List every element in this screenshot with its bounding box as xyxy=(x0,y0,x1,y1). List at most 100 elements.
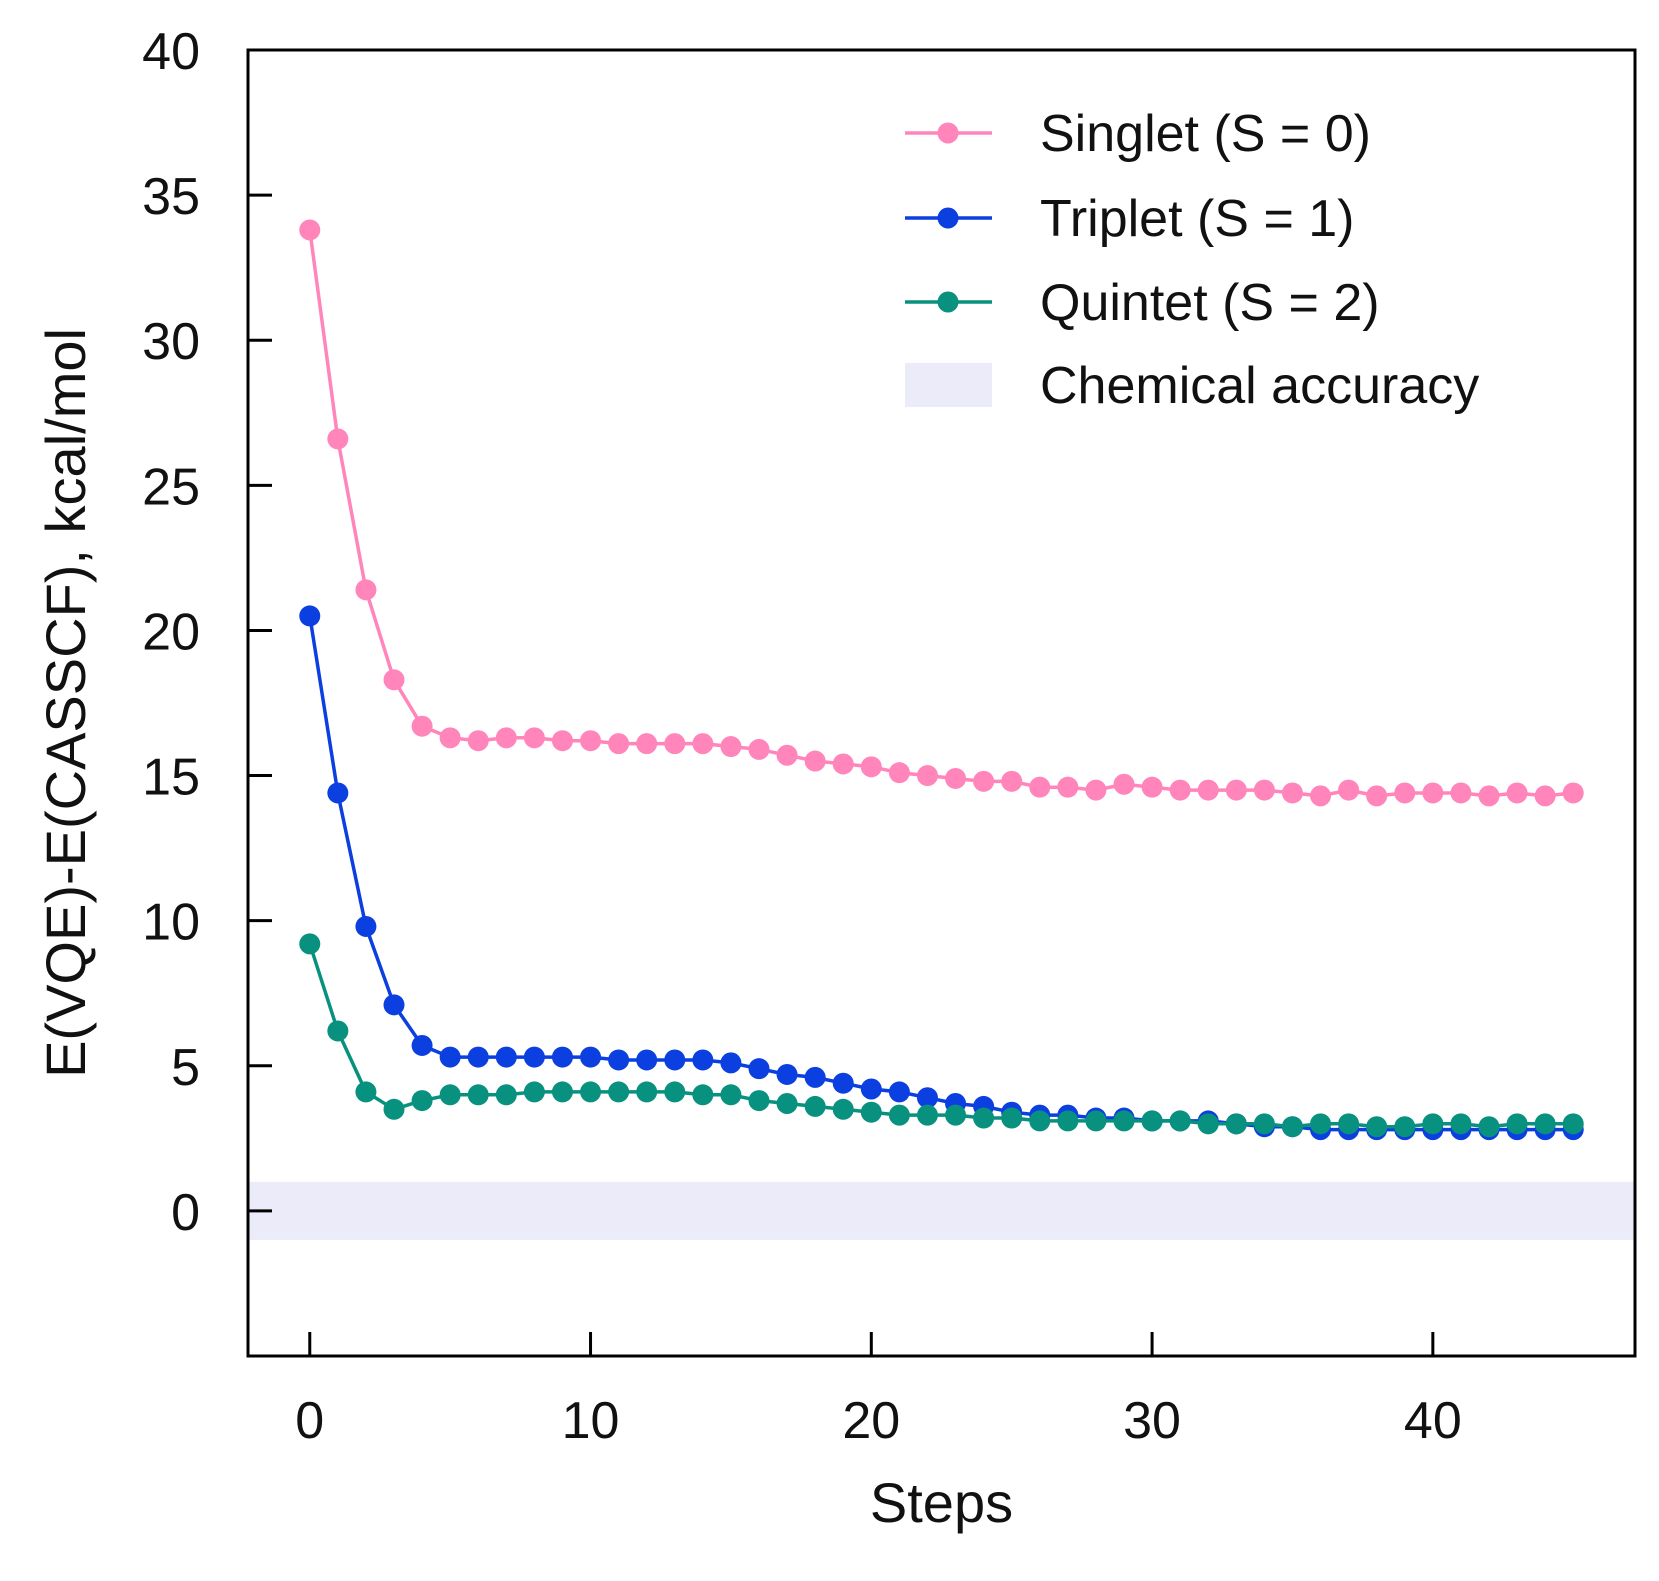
plot-frame xyxy=(246,48,1637,1358)
x-tick-label: 10 xyxy=(562,1392,620,1450)
chemical-accuracy-band xyxy=(249,1181,1634,1240)
series-line xyxy=(308,615,1574,1132)
data-point xyxy=(495,1046,517,1068)
data-point xyxy=(636,733,658,755)
data-point xyxy=(1197,1113,1219,1135)
x-tick-label: 40 xyxy=(1404,1392,1462,1450)
data-point xyxy=(832,1072,854,1094)
legend-label: Chemical accuracy xyxy=(1040,357,1479,415)
data-point xyxy=(916,1087,938,1109)
data-point xyxy=(1338,1113,1360,1135)
data-point xyxy=(299,933,321,955)
data-point xyxy=(327,1020,349,1042)
legend-marker xyxy=(937,122,959,144)
data-point xyxy=(1534,1113,1556,1135)
data-point xyxy=(692,733,714,755)
data-point xyxy=(355,1081,377,1103)
data-point xyxy=(580,730,602,752)
data-point xyxy=(439,1084,461,1106)
data-point xyxy=(945,1104,967,1126)
y-tick-label: 10 xyxy=(142,894,200,952)
series-0 xyxy=(299,219,1584,807)
data-point xyxy=(888,1081,910,1103)
data-point xyxy=(1169,1110,1191,1132)
data-point xyxy=(776,744,798,766)
series-line xyxy=(308,943,1574,1129)
data-point xyxy=(1281,1116,1303,1138)
data-point xyxy=(495,1084,517,1106)
x-tick-label: 0 xyxy=(295,1392,324,1450)
data-point xyxy=(1478,785,1500,807)
x-axis-title: Steps xyxy=(870,1471,1013,1534)
data-point xyxy=(1225,1113,1247,1135)
data-point xyxy=(1113,773,1135,795)
legend-label: Triplet (S = 1) xyxy=(1040,190,1355,248)
data-point xyxy=(1338,779,1360,801)
data-point xyxy=(1225,779,1247,801)
series-line xyxy=(308,229,1574,798)
data-point xyxy=(1366,1116,1388,1138)
legend: Singlet (S = 0) Triplet (S = 1) Quintet (S… xyxy=(905,105,1479,415)
data-point xyxy=(1366,785,1388,807)
band-layer xyxy=(249,1181,1634,1240)
y-axis-title: E(VQE)-E(CASSCF), kcal/mol xyxy=(34,328,97,1078)
data-point xyxy=(1450,1113,1472,1135)
data-point xyxy=(1506,1113,1528,1135)
data-point xyxy=(973,770,995,792)
data-point xyxy=(523,1081,545,1103)
data-point xyxy=(580,1081,602,1103)
data-point xyxy=(720,736,742,758)
data-point xyxy=(383,1098,405,1120)
data-point xyxy=(916,765,938,787)
data-point xyxy=(720,1084,742,1106)
data-point xyxy=(1394,1116,1416,1138)
data-point xyxy=(1113,1110,1135,1132)
data-point xyxy=(1029,776,1051,798)
data-point xyxy=(1085,1110,1107,1132)
data-point xyxy=(1422,1113,1444,1135)
data-point xyxy=(1562,1113,1584,1135)
y-tick-label: 15 xyxy=(142,749,200,807)
data-point xyxy=(748,1090,770,1112)
series-layer xyxy=(299,219,1584,1141)
data-point xyxy=(580,1046,602,1068)
data-point xyxy=(439,1046,461,1068)
data-point xyxy=(692,1084,714,1106)
y-tick-label: 25 xyxy=(142,458,200,516)
data-point xyxy=(1506,782,1528,804)
data-point xyxy=(608,1081,630,1103)
y-tick-label: 0 xyxy=(171,1184,200,1242)
data-point xyxy=(1253,1113,1275,1135)
data-point xyxy=(411,715,433,737)
data-point xyxy=(636,1081,658,1103)
data-point xyxy=(327,428,349,450)
data-point xyxy=(888,762,910,784)
data-point xyxy=(1001,1107,1023,1129)
data-point xyxy=(551,1046,573,1068)
data-point xyxy=(1253,779,1275,801)
data-point xyxy=(1450,782,1472,804)
series-2 xyxy=(299,933,1584,1138)
legend-label: Quintet (S = 2) xyxy=(1040,274,1380,332)
y-tick-label: 30 xyxy=(142,313,200,371)
legend-marker xyxy=(937,291,959,313)
data-point xyxy=(1281,782,1303,804)
data-point xyxy=(467,1046,489,1068)
data-point xyxy=(1085,779,1107,801)
y-tick-label: 40 xyxy=(142,23,200,81)
data-point xyxy=(411,1090,433,1112)
data-point xyxy=(1310,1113,1332,1135)
data-point xyxy=(804,750,826,772)
legend-label: Singlet (S = 0) xyxy=(1040,105,1371,163)
data-point xyxy=(664,1049,686,1071)
data-point xyxy=(832,1098,854,1120)
data-point xyxy=(299,219,321,241)
data-point xyxy=(1029,1110,1051,1132)
data-point xyxy=(776,1063,798,1085)
data-point xyxy=(551,1081,573,1103)
data-point xyxy=(1562,782,1584,804)
data-point xyxy=(1310,785,1332,807)
data-point xyxy=(327,782,349,804)
data-point xyxy=(860,756,882,778)
